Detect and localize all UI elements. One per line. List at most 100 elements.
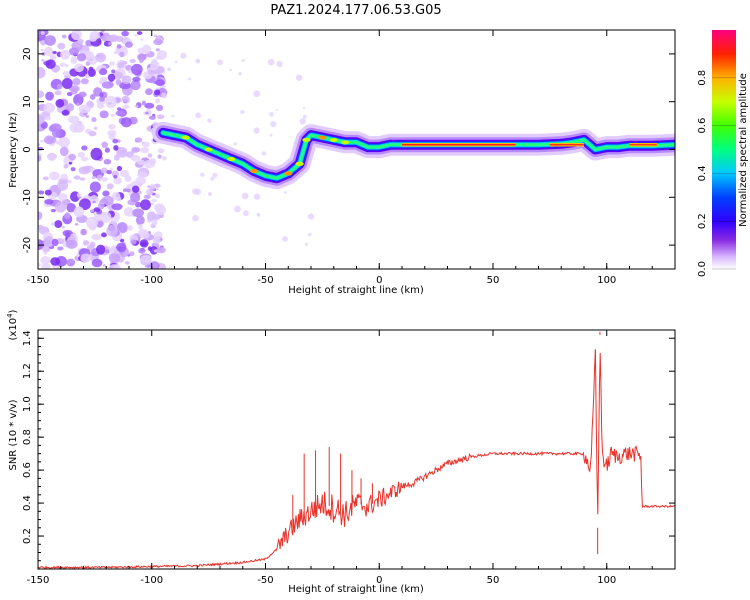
y-tick-label: 10 <box>22 95 33 108</box>
noise-blob <box>38 155 42 162</box>
noise-blob <box>138 225 143 230</box>
noise-blob <box>130 154 141 162</box>
noise-blob <box>66 202 76 213</box>
noise-blob <box>302 114 307 119</box>
noise-blob <box>112 138 119 144</box>
noise-blob <box>96 102 105 109</box>
noise-blob <box>38 224 44 230</box>
noise-blob <box>234 205 241 213</box>
noise-blob <box>269 133 273 137</box>
noise-blob <box>85 61 91 66</box>
noise-blob <box>89 181 101 193</box>
noise-blob <box>134 34 138 37</box>
snr-panel: -150 -100 -50 0 50 100 0.20.40.60.81.01.21.4 … <box>6 309 676 595</box>
noise-blob <box>73 122 85 133</box>
noise-blob <box>110 113 115 117</box>
noise-blob <box>107 41 112 46</box>
noise-blob <box>299 118 306 125</box>
noise-blob <box>116 165 123 172</box>
noise-blob <box>88 130 97 137</box>
snr-y-axis: 0.2 0.4 0.6 0.8 1.0 1.2 1.4 <box>22 330 675 562</box>
noise-blob <box>64 212 71 219</box>
colorbar-tick-label: 0.8 <box>697 70 708 86</box>
noise-blob <box>111 69 116 74</box>
noise-blob <box>76 102 80 107</box>
noise-blob <box>66 239 78 249</box>
noise-blob <box>141 102 147 106</box>
noise-blob <box>44 189 52 196</box>
x-tick-label: -50 <box>257 275 273 286</box>
y-tick-label: 1.0 <box>22 396 33 412</box>
x-tick-label: -150 <box>27 575 50 586</box>
noise-blob <box>307 213 315 220</box>
noise-blob <box>100 176 109 182</box>
y-tick-label: 0.2 <box>22 528 33 544</box>
noise-blob <box>68 153 77 161</box>
ridge-peak <box>284 171 293 176</box>
noise-blob <box>124 41 133 48</box>
noise-blob <box>145 111 149 115</box>
noise-blob <box>67 115 80 124</box>
noise-blob <box>68 85 80 93</box>
noise-blob <box>107 34 120 43</box>
noise-blob <box>119 51 125 58</box>
colorbar-label: Normalized spectral amplitude <box>738 73 749 227</box>
noise-blob <box>101 81 114 89</box>
noise-blob <box>135 215 145 225</box>
noise-blob <box>216 59 223 66</box>
y-tick-label: 0.4 <box>22 495 33 511</box>
noise-blob <box>93 207 101 212</box>
noise-blob <box>38 66 46 79</box>
noise-blob <box>50 222 55 226</box>
noise-blob <box>157 154 162 159</box>
ridge-peak <box>341 140 350 145</box>
noise-blob <box>158 246 163 251</box>
y-tick-label: -20 <box>22 237 33 253</box>
noise-blob <box>56 83 63 90</box>
ridge-peak <box>318 135 327 140</box>
noise-blob <box>59 62 66 67</box>
noise-blob <box>153 231 163 239</box>
noise-blob <box>64 232 71 238</box>
noise-blob <box>84 74 90 79</box>
noise-blob <box>38 143 41 146</box>
noise-blob <box>138 247 146 254</box>
noise-blob <box>61 77 73 89</box>
noise-blob <box>125 64 133 72</box>
noise-blob <box>78 104 91 114</box>
noise-blob <box>113 176 122 185</box>
colorbar-tick-label: 0.4 <box>697 165 708 181</box>
noise-blob <box>49 123 62 132</box>
noise-blob <box>134 104 139 108</box>
noise-blob <box>54 90 62 96</box>
noise-blob <box>229 68 232 72</box>
noise-blob <box>101 211 107 218</box>
x-tick-label: 0 <box>376 575 382 586</box>
noise-blob <box>155 79 165 86</box>
noise-blob <box>59 146 69 157</box>
noise-blob <box>302 107 306 110</box>
noise-blob <box>192 214 199 222</box>
noise-blob <box>99 96 105 102</box>
noise-blob <box>70 56 78 64</box>
noise-blob <box>51 238 59 247</box>
noise-blob <box>155 48 160 52</box>
noise-blob <box>109 167 114 171</box>
noise-blob <box>124 175 132 183</box>
noise-blob <box>131 63 143 76</box>
noise-blob <box>139 147 150 154</box>
noise-blob <box>104 249 110 254</box>
noise-blob <box>101 232 107 238</box>
noise-blob <box>233 142 237 146</box>
noise-blob <box>253 193 261 200</box>
noise-blob <box>99 76 108 83</box>
noise-blob <box>137 171 148 178</box>
noise-blob <box>43 102 55 114</box>
noise-blob <box>108 124 116 130</box>
noise-blob <box>85 216 98 229</box>
noise-blob <box>72 78 81 86</box>
noise-blob <box>212 172 218 178</box>
noise-blob <box>147 153 153 158</box>
x-tick-label: -150 <box>27 275 50 286</box>
